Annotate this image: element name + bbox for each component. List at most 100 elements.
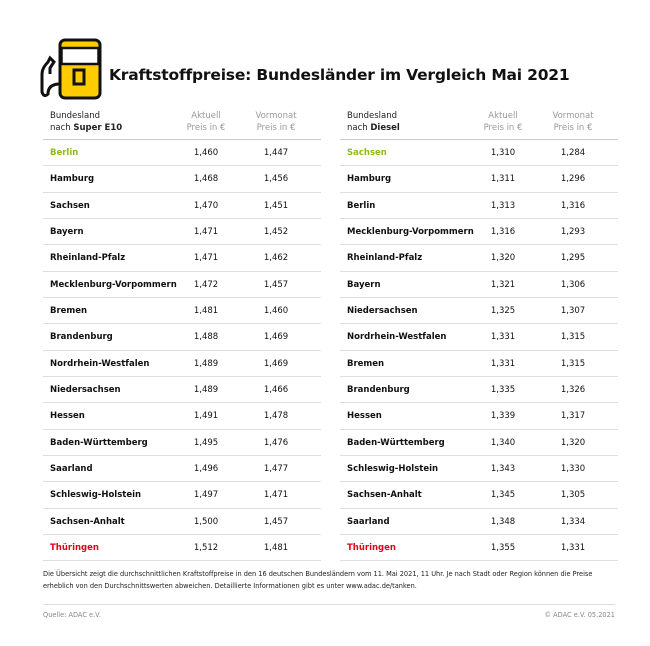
col-current-2: Preis in €	[483, 123, 523, 133]
current-price: 1,497	[193, 490, 219, 501]
current-price: 1,343	[490, 463, 516, 474]
previous-price: 1,452	[263, 226, 289, 237]
current-price: 1,471	[193, 253, 219, 264]
current-price: 1,491	[193, 411, 219, 422]
state-name: Hamburg	[50, 174, 95, 185]
current-price: 1,321	[490, 279, 516, 290]
previous-price: 1,477	[263, 463, 289, 474]
previous-price: 1,476	[263, 437, 289, 448]
col-previous-2: Preis in €	[256, 123, 296, 133]
current-price: 1,339	[490, 411, 516, 422]
current-price: 1,355	[490, 542, 516, 553]
table-row: Niedersachsen 1,489 1,466	[43, 377, 321, 404]
col-previous-1: Vormonat	[552, 111, 594, 121]
current-price: 1,481	[193, 305, 219, 316]
previous-price: 1,457	[263, 279, 289, 290]
current-price: 1,310	[490, 148, 516, 158]
current-price: 1,320	[490, 253, 516, 264]
state-name: Sachsen	[50, 200, 90, 211]
state-name: Saarland	[50, 463, 93, 474]
col-name-line1: Bundesland	[347, 111, 398, 121]
table-row: Nordrhein-Westfalen 1,331 1,315	[340, 324, 618, 351]
col-current-1: Aktuell	[488, 111, 518, 121]
state-name: Hessen	[347, 411, 382, 422]
previous-price: 1,466	[263, 384, 289, 395]
current-price: 1,311	[490, 174, 516, 185]
table-row: Rheinland-Pfalz 1,320 1,295	[340, 245, 618, 272]
table-header: Bundesland nach Diesel Aktuell Preis in €…	[340, 108, 618, 140]
state-name: Hessen	[50, 411, 85, 422]
current-price: 1,489	[193, 358, 219, 369]
table-row: Baden-Württemberg 1,495 1,476	[43, 430, 321, 456]
state-name: Niedersachsen	[50, 384, 121, 395]
state-name: Thüringen	[50, 542, 99, 553]
previous-price: 1,326	[560, 384, 586, 395]
state-name: Brandenburg	[347, 384, 410, 395]
table-row: Mecklenburg-Vorpommern 1,472 1,457	[43, 272, 321, 298]
table-row: Bremen 1,331 1,315	[340, 351, 618, 377]
previous-price: 1,305	[560, 490, 586, 501]
previous-price: 1,330	[560, 463, 586, 474]
table-row: Niedersachsen 1,325 1,307	[340, 298, 618, 325]
table-row: Bayern 1,321 1,306	[340, 272, 618, 298]
current-price: 1,488	[193, 332, 219, 343]
table-row: Berlin 1,460 1,447	[43, 140, 321, 167]
footnote: Die Übersicht zeigt die durchschnittlich…	[43, 570, 593, 590]
previous-price: 1,478	[263, 411, 289, 422]
table-row: Nordrhein-Westfalen 1,489 1,469	[43, 351, 321, 377]
table-row: Brandenburg 1,335 1,326	[340, 377, 618, 404]
current-price: 1,335	[490, 384, 516, 395]
state-name: Thüringen	[347, 542, 396, 553]
current-price: 1,313	[490, 200, 516, 211]
table-row: Bayern 1,471 1,452	[43, 219, 321, 246]
table-row: Sachsen-Anhalt 1,345 1,305	[340, 482, 618, 509]
previous-price: 1,451	[263, 200, 289, 211]
state-name: Sachsen	[347, 148, 387, 158]
state-name: Rheinland-Pfalz	[50, 253, 126, 264]
table-row: Saarland 1,348 1,334	[340, 509, 618, 535]
table-row: Thüringen 1,355 1,331	[340, 535, 618, 562]
current-price: 1,468	[193, 174, 219, 185]
state-name: Berlin	[50, 148, 79, 158]
current-price: 1,340	[490, 437, 516, 448]
table-row: Sachsen 1,310 1,284	[340, 140, 618, 167]
previous-price: 1,331	[560, 542, 586, 553]
state-name: Mecklenburg-Vorpommern	[50, 279, 177, 290]
previous-price: 1,469	[263, 332, 289, 343]
col-current-2: Preis in €	[186, 123, 226, 133]
current-price: 1,500	[193, 516, 219, 527]
previous-price: 1,447	[263, 148, 289, 158]
state-name: Rheinland-Pfalz	[347, 253, 423, 264]
previous-price: 1,293	[560, 226, 586, 237]
table-header: Bundesland nach Super E10 Aktuell Preis i…	[43, 108, 321, 140]
previous-price: 1,295	[560, 253, 586, 264]
state-name: Bremen	[347, 358, 385, 369]
page-title: Kraftstoffpreise: Bundesländer im Vergle…	[109, 66, 570, 84]
current-price: 1,345	[490, 490, 516, 501]
current-price: 1,331	[490, 332, 516, 343]
state-name: Bayern	[50, 226, 84, 237]
table-row: Schleswig-Holstein 1,343 1,330	[340, 456, 618, 483]
table-row: Sachsen 1,470 1,451	[43, 193, 321, 219]
previous-price: 1,315	[560, 332, 586, 343]
previous-price: 1,307	[560, 305, 586, 316]
previous-price: 1,317	[560, 411, 586, 422]
current-price: 1,348	[490, 516, 516, 527]
table-row: Saarland 1,496 1,477	[43, 456, 321, 483]
previous-price: 1,460	[263, 305, 289, 316]
col-name-line1: Bundesland	[50, 111, 101, 121]
table-row: Rheinland-Pfalz 1,471 1,462	[43, 245, 321, 272]
fuel-type: Super E10	[73, 123, 123, 133]
previous-price: 1,457	[263, 516, 289, 527]
state-name: Bayern	[347, 279, 381, 290]
current-price: 1,495	[193, 437, 219, 448]
state-name: Schleswig-Holstein	[347, 463, 439, 474]
previous-price: 1,471	[263, 490, 289, 501]
table-row: Thüringen 1,512 1,481	[43, 535, 321, 562]
col-name-prefix: nach	[347, 123, 371, 133]
state-name: Sachsen-Anhalt	[50, 516, 125, 527]
state-name: Baden-Württemberg	[347, 437, 445, 448]
previous-price: 1,296	[560, 174, 586, 185]
footer: Quelle: ADAC e.V. © ADAC e.V. 05.2021	[43, 604, 615, 619]
previous-price: 1,469	[263, 358, 289, 369]
